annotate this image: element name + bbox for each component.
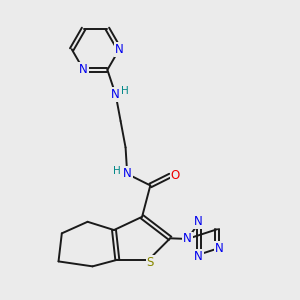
Text: N: N: [194, 250, 203, 263]
Text: N: N: [79, 63, 88, 76]
Text: N: N: [115, 43, 124, 56]
Text: N: N: [183, 232, 192, 245]
Text: S: S: [147, 256, 154, 269]
Text: N: N: [214, 242, 223, 255]
Text: H: H: [121, 86, 129, 96]
Text: N: N: [194, 215, 203, 228]
Text: O: O: [170, 169, 180, 182]
Text: N: N: [111, 88, 120, 101]
Text: H: H: [113, 166, 121, 176]
Text: N: N: [123, 167, 132, 180]
